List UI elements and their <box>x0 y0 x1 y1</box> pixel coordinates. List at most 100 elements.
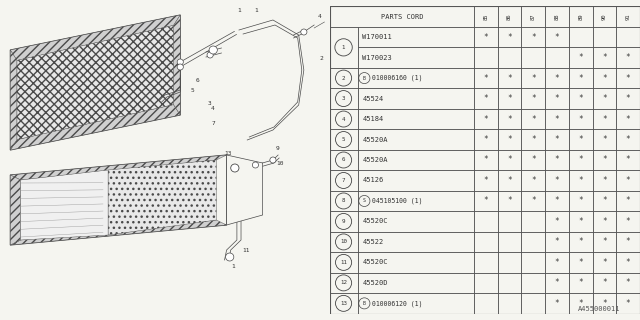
Bar <box>330 232 358 252</box>
Bar <box>498 252 522 273</box>
Bar <box>569 211 593 232</box>
Bar <box>593 109 616 129</box>
Bar <box>593 150 616 170</box>
Bar <box>474 129 498 150</box>
Text: 8: 8 <box>342 198 346 204</box>
Bar <box>616 211 640 232</box>
Bar <box>330 6 474 27</box>
Bar <box>358 252 474 273</box>
Text: *: * <box>483 33 488 42</box>
Bar <box>569 47 593 68</box>
Text: *: * <box>602 115 607 124</box>
Bar <box>522 109 545 129</box>
Bar <box>593 232 616 252</box>
Bar <box>522 27 545 47</box>
Bar <box>358 47 474 68</box>
Bar <box>474 109 498 129</box>
Bar <box>498 68 522 88</box>
Text: 10: 10 <box>340 239 347 244</box>
Bar <box>616 170 640 191</box>
Text: *: * <box>508 115 512 124</box>
Bar <box>616 293 640 314</box>
Text: *: * <box>579 176 583 185</box>
Text: 11: 11 <box>242 248 250 253</box>
Bar <box>474 47 498 68</box>
Text: *: * <box>531 74 536 83</box>
Text: *: * <box>626 278 630 287</box>
Text: *: * <box>579 258 583 267</box>
Bar <box>616 88 640 109</box>
Bar <box>593 88 616 109</box>
Bar <box>330 252 358 273</box>
Bar <box>358 68 474 88</box>
Text: *: * <box>555 33 559 42</box>
Text: *: * <box>626 176 630 185</box>
Text: 45520C: 45520C <box>362 219 388 224</box>
Bar <box>330 211 358 232</box>
Text: *: * <box>555 299 559 308</box>
Circle shape <box>270 157 276 163</box>
Bar <box>522 211 545 232</box>
Text: *: * <box>602 74 607 83</box>
Text: *: * <box>602 135 607 144</box>
Text: *: * <box>555 176 559 185</box>
Text: *: * <box>531 115 536 124</box>
Text: *: * <box>602 53 607 62</box>
Text: *: * <box>579 94 583 103</box>
Text: *: * <box>531 156 536 164</box>
Bar <box>593 68 616 88</box>
Text: *: * <box>483 94 488 103</box>
Text: 45520C: 45520C <box>362 260 388 265</box>
Bar <box>545 211 569 232</box>
Text: S: S <box>363 198 366 204</box>
Text: *: * <box>602 299 607 308</box>
Text: 91: 91 <box>626 13 630 20</box>
Text: 7: 7 <box>211 121 215 126</box>
Bar <box>498 211 522 232</box>
Text: *: * <box>626 156 630 164</box>
Bar <box>593 6 616 27</box>
Text: *: * <box>555 156 559 164</box>
Bar <box>330 170 358 191</box>
Bar <box>545 293 569 314</box>
Polygon shape <box>227 155 262 225</box>
Text: 11: 11 <box>340 260 347 265</box>
Text: W170023: W170023 <box>362 55 392 60</box>
Text: *: * <box>483 176 488 185</box>
Text: 45126: 45126 <box>362 178 383 183</box>
Text: 10: 10 <box>276 161 284 166</box>
Bar <box>545 191 569 211</box>
Bar <box>358 150 474 170</box>
Text: *: * <box>579 115 583 124</box>
Text: 1: 1 <box>237 8 241 13</box>
Text: 1: 1 <box>232 264 236 269</box>
Bar <box>569 293 593 314</box>
Bar <box>498 129 522 150</box>
Circle shape <box>207 52 213 58</box>
Text: W170011: W170011 <box>362 34 392 40</box>
Polygon shape <box>10 155 227 245</box>
Text: *: * <box>602 278 607 287</box>
Text: 45522: 45522 <box>362 239 383 245</box>
Bar <box>616 273 640 293</box>
Bar <box>474 252 498 273</box>
Circle shape <box>225 253 234 261</box>
Text: 13: 13 <box>225 151 232 156</box>
Bar <box>474 6 498 27</box>
Bar <box>569 68 593 88</box>
Bar <box>498 88 522 109</box>
Bar <box>569 170 593 191</box>
Text: *: * <box>579 135 583 144</box>
Bar <box>545 109 569 129</box>
Polygon shape <box>173 15 180 115</box>
Text: 5: 5 <box>342 137 346 142</box>
Text: *: * <box>626 74 630 83</box>
Text: *: * <box>531 176 536 185</box>
Bar <box>593 191 616 211</box>
Text: *: * <box>555 217 559 226</box>
Text: 4: 4 <box>342 116 346 122</box>
Bar <box>569 252 593 273</box>
Text: *: * <box>508 33 512 42</box>
Bar <box>474 293 498 314</box>
Text: *: * <box>626 217 630 226</box>
